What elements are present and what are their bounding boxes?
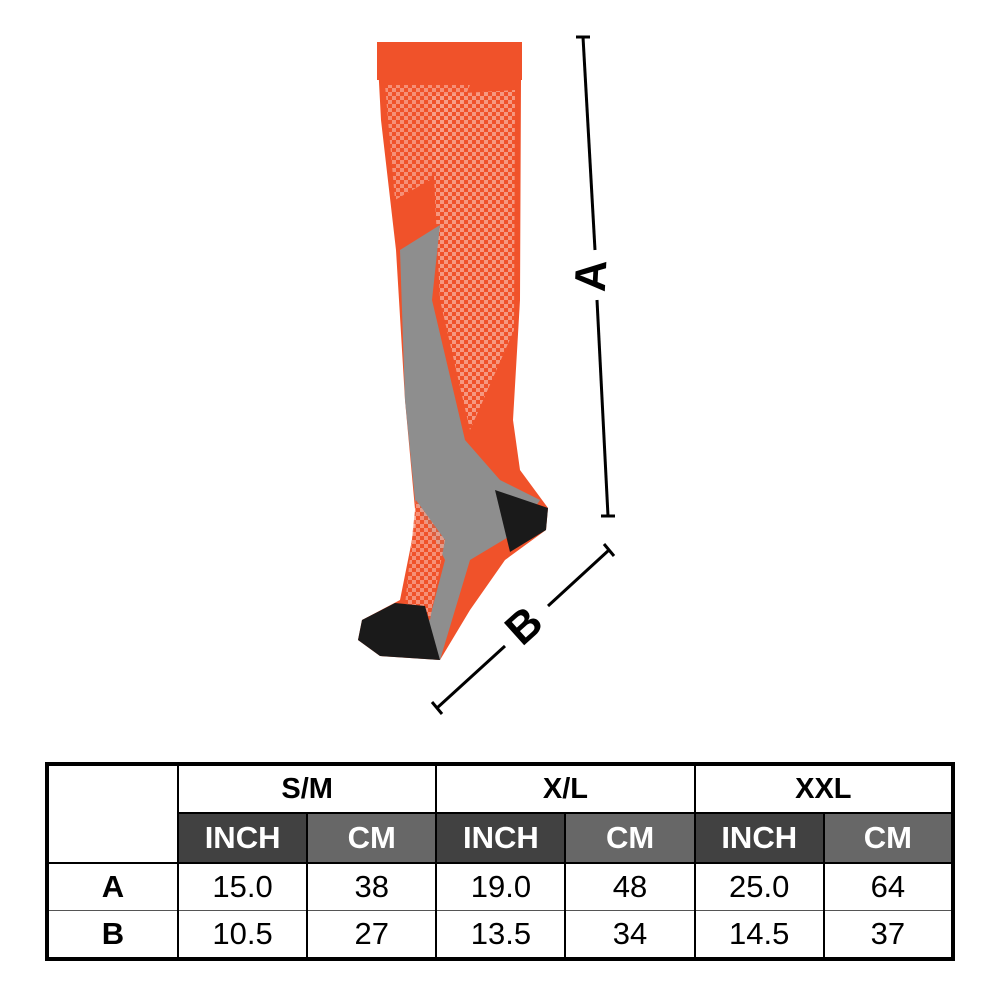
unit-inch-header: INCH (693, 812, 825, 864)
table-cell: 13.5 (435, 910, 567, 960)
table-cell: 19.0 (435, 862, 567, 911)
corner-cell (46, 763, 179, 864)
table-cell: 27 (306, 910, 438, 960)
size-xl-header: X/L (435, 763, 696, 814)
table-cell: 38 (306, 862, 438, 911)
row-label: B (46, 910, 179, 960)
table-cell: 15.0 (176, 862, 309, 911)
size-header-row: S/M X/L XXL (46, 763, 955, 864)
table-cell: 10.5 (176, 910, 309, 960)
unit-cm-header: CM (306, 812, 438, 864)
table-cell: 48 (564, 862, 696, 911)
sock-diagram: A B (358, 35, 617, 715)
table-cell: 37 (822, 910, 955, 960)
unit-inch-header: INCH (435, 812, 567, 864)
table-cell: 64 (822, 862, 955, 911)
table-cell: 14.5 (693, 910, 825, 960)
size-sm-header: S/M (176, 763, 438, 814)
measure-line-a (576, 35, 615, 518)
label-a: A (566, 259, 617, 293)
sock-image (358, 42, 548, 660)
unit-cm-header: CM (822, 812, 955, 864)
unit-cm-header: CM (564, 812, 696, 864)
table-cell: 25.0 (693, 862, 825, 911)
table-row-b: B 10.5 27 13.5 34 14.5 37 (46, 910, 955, 960)
unit-header-row: INCH CM INCH CM INCH CM (47, 812, 955, 864)
row-label: A (46, 862, 179, 911)
table-row-a: A 15.0 38 19.0 48 25.0 64 (46, 862, 955, 911)
size-xxl-header: XXL (693, 763, 955, 814)
size-chart-table: S/M X/L XXL INCH CM INCH CM INCH CM A 15… (45, 762, 955, 961)
table-cell: 34 (564, 910, 696, 960)
unit-inch-header: INCH (176, 812, 309, 864)
measure-line-b (430, 543, 616, 715)
